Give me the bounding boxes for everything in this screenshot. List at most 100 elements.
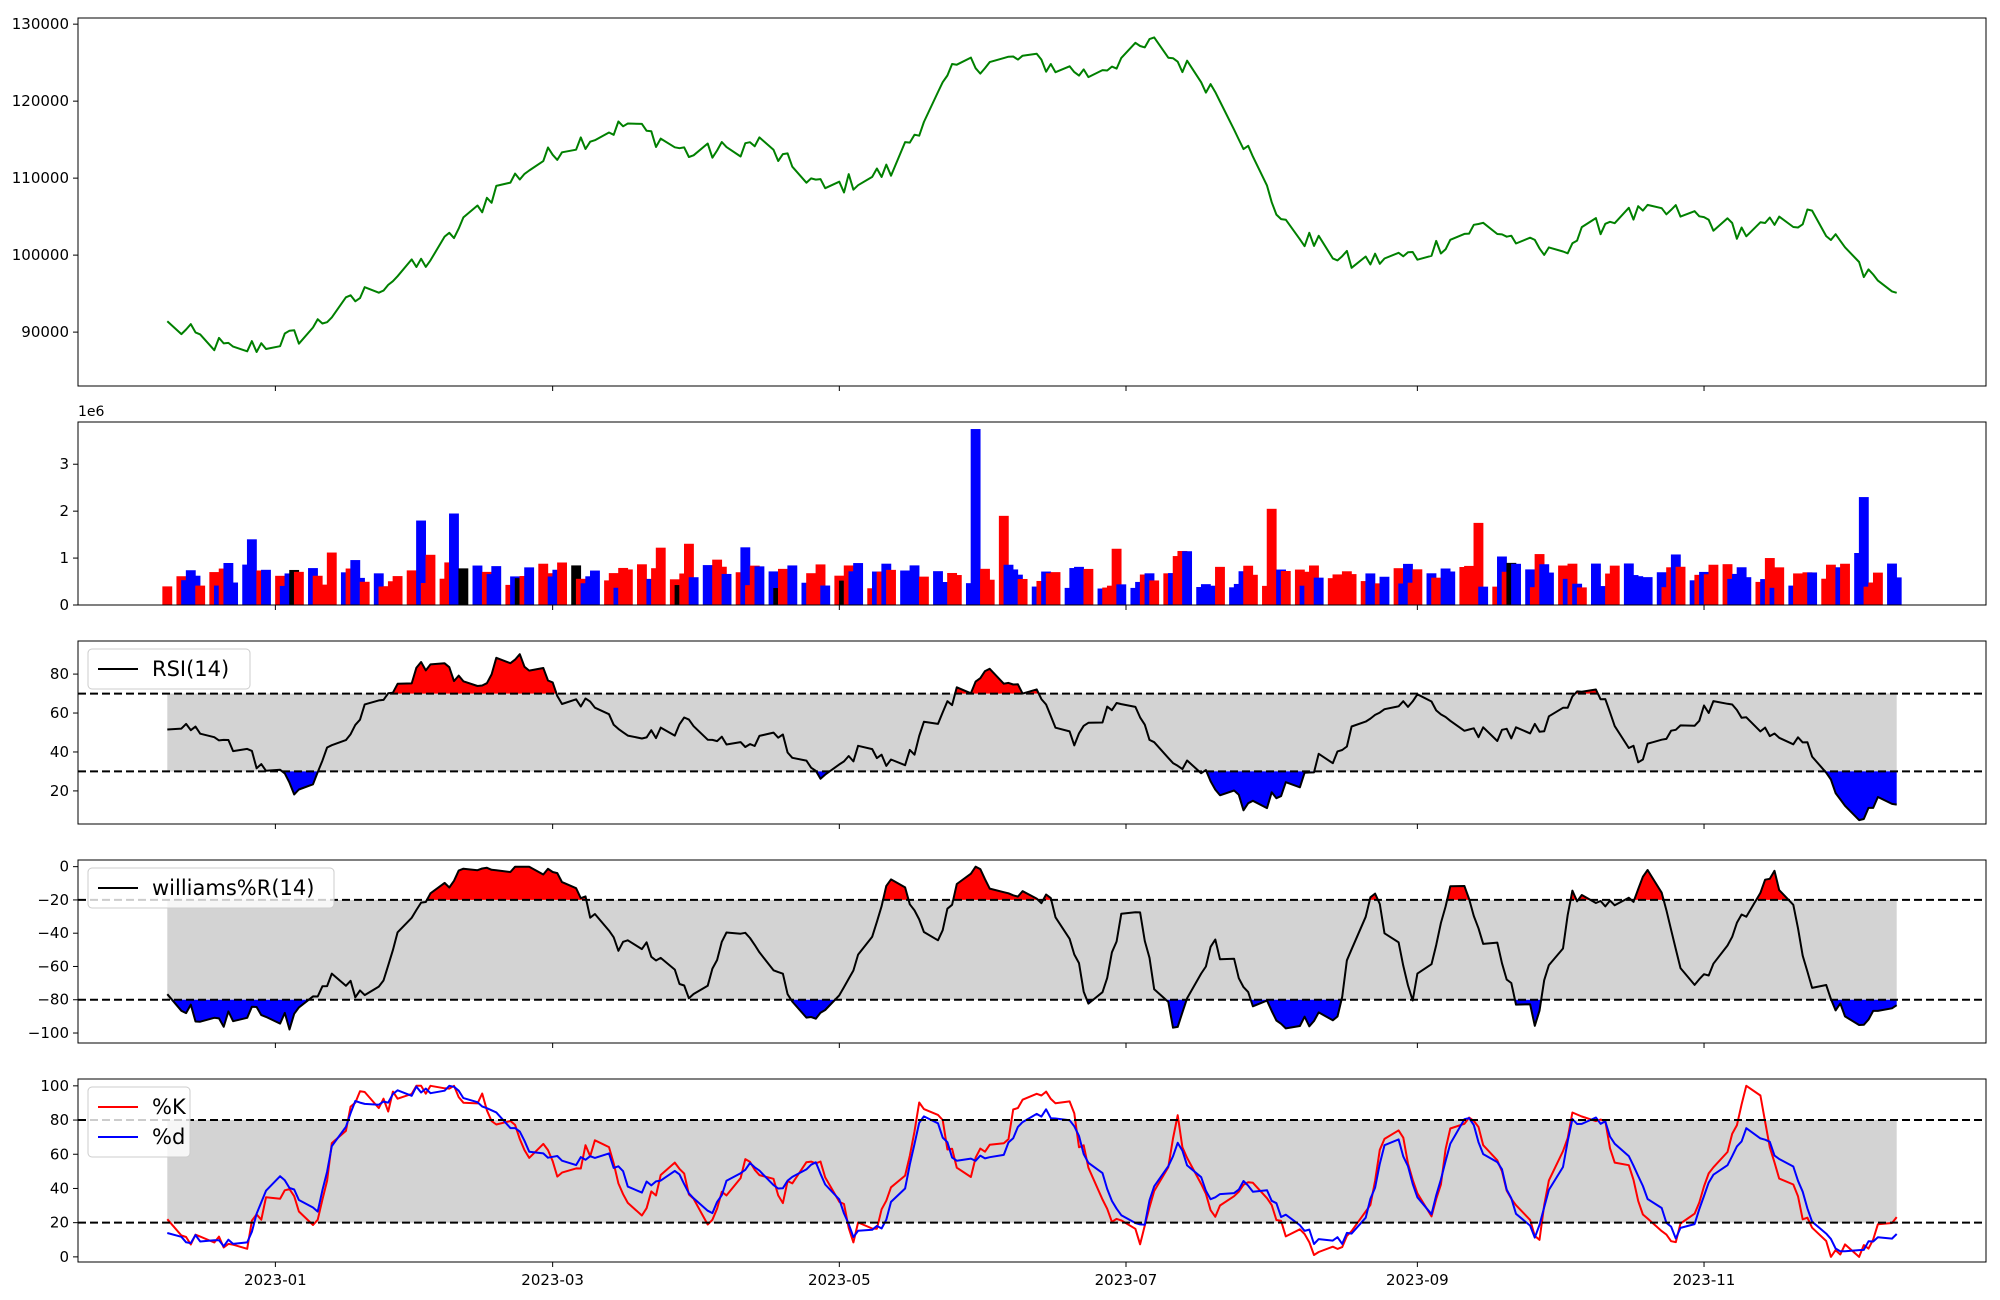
volume-bar: [1266, 508, 1277, 605]
volume-y-tick-label: 2: [59, 502, 69, 520]
volume-bar: [853, 563, 864, 605]
volume-bar: [886, 569, 896, 605]
volume-bar: [491, 566, 502, 605]
volume-bar: [815, 564, 826, 605]
williams-oversold-fill: [1165, 999, 1187, 1028]
mark-layer: [78, 36, 1986, 1258]
volume-bar: [406, 570, 417, 605]
volume-bar: [721, 573, 732, 605]
volume-bar: [1891, 577, 1902, 605]
volume-bar: [787, 565, 798, 605]
volume-bar: [449, 513, 459, 605]
williams-overbought-fill: [426, 866, 587, 900]
volume-bar: [557, 562, 567, 605]
rsi-overbought-fill: [388, 654, 557, 694]
x-tick-label: 2023-07: [1095, 1271, 1158, 1289]
stoch-y-tick-label: 0: [59, 1248, 69, 1266]
x-tick-label: 2023-01: [244, 1271, 307, 1289]
volume-bar: [359, 581, 370, 605]
williams-y-tick-label: −60: [37, 957, 69, 975]
stoch-y-tick-label: 20: [50, 1214, 69, 1232]
stoch-d-line: [167, 1084, 1898, 1253]
volume-bar: [820, 585, 831, 605]
rsi-y-tick-label: 20: [50, 782, 69, 800]
fill-layer: [167, 654, 1897, 1223]
volume-bar: [1083, 568, 1094, 605]
volume-bar: [1473, 522, 1484, 605]
stoch-y-tick-label: 80: [50, 1111, 69, 1129]
volume-bar: [984, 579, 995, 605]
volume-bar: [1741, 577, 1752, 605]
williams-y-tick-label: −100: [28, 1024, 69, 1042]
volume-bar: [326, 552, 337, 605]
price-y-tick-label: 120000: [12, 92, 69, 110]
x-tick-label: 2023-03: [521, 1271, 584, 1289]
volume-bar: [688, 577, 699, 605]
stoch-y-tick-label: 60: [50, 1145, 69, 1163]
stoch-legend-label: %d: [152, 1125, 185, 1149]
stoch-panel-frame: [77, 1078, 1987, 1263]
volume-bar: [918, 576, 929, 605]
volume-bar: [1576, 587, 1587, 605]
rsi-oversold-fill: [282, 771, 318, 795]
volume-bar: [684, 543, 694, 605]
volume-bar: [416, 520, 426, 605]
volume-bar: [1050, 572, 1061, 605]
volume-bar: [1215, 566, 1225, 605]
volume-offset-label: 1e6: [78, 404, 105, 420]
volume-bar: [951, 575, 962, 605]
rsi-line: [167, 653, 1897, 822]
price-y-tick-label: 100000: [12, 246, 69, 264]
rsi-y-tick-label: 60: [50, 704, 69, 722]
volume-bar: [1149, 580, 1160, 605]
williams-oversold-fill: [1250, 999, 1342, 1029]
rsi-legend-label: RSI(14): [152, 657, 229, 681]
volume-bar: [1313, 577, 1324, 605]
volume-y-tick-label: 1: [59, 549, 69, 567]
williams-y-tick-label: 0: [59, 858, 69, 876]
stoch-y-tick-label: 40: [50, 1179, 69, 1197]
williams-y-tick-label: −20: [37, 891, 69, 909]
williams-overbought-fill: [953, 866, 1039, 900]
volume-bar: [458, 568, 469, 605]
stoch-legend-box: [87, 1086, 191, 1158]
volume-bar: [1182, 551, 1193, 605]
volume-bar: [524, 567, 535, 605]
stoch-y-tick-label: 100: [40, 1077, 69, 1095]
williams-oversold-fill: [1515, 999, 1542, 1026]
williams-y-tick-label: −80: [37, 991, 69, 1009]
volume-bar: [1544, 572, 1554, 605]
axes-layer: 90000 100000 110000 120000 130000 0 1 2 3 1e6 20 40…: [12, 15, 1987, 1289]
price-y-tick-label: 110000: [12, 169, 69, 187]
rsi-y-tick-label: 40: [50, 743, 69, 761]
volume-bar: [970, 429, 981, 605]
volume-bar: [998, 515, 1009, 605]
williams-panel-frame: [77, 859, 1987, 1044]
x-tick-label: 2023-05: [808, 1271, 871, 1289]
williams-oversold-fill: [1831, 999, 1897, 1025]
rsi-legend-box: [87, 648, 251, 690]
volume-bar: [1511, 563, 1521, 605]
williams-oversold-fill: [791, 999, 836, 1019]
volume-bar: [1346, 574, 1357, 605]
volume-bar: [1478, 586, 1489, 605]
rsi-panel-frame: [77, 640, 1987, 825]
volume-bar: [1609, 565, 1620, 605]
williams-overbought-fill: [1369, 893, 1378, 900]
legend-layer: RSI(14) williams%R(14) %K %d: [87, 648, 335, 1158]
volume-bar: [1825, 564, 1836, 605]
williams-neutral-band: [167, 899, 1897, 1000]
stoch-legend-label: %K: [152, 1095, 187, 1119]
williams-line: [166, 865, 1898, 1031]
rsi-y-tick-label: 80: [50, 665, 69, 683]
volume-bar: [195, 585, 206, 605]
volume-bar: [1764, 558, 1775, 605]
volume-bar: [1642, 577, 1653, 605]
volume-bar: [425, 554, 436, 605]
williams-overbought-fill: [1447, 886, 1470, 900]
price-line: [166, 36, 1897, 353]
stoch-neutral-band: [167, 1120, 1897, 1223]
x-tick-label: 2023-11: [1673, 1271, 1736, 1289]
williams-legend-label: williams%R(14): [152, 876, 314, 900]
